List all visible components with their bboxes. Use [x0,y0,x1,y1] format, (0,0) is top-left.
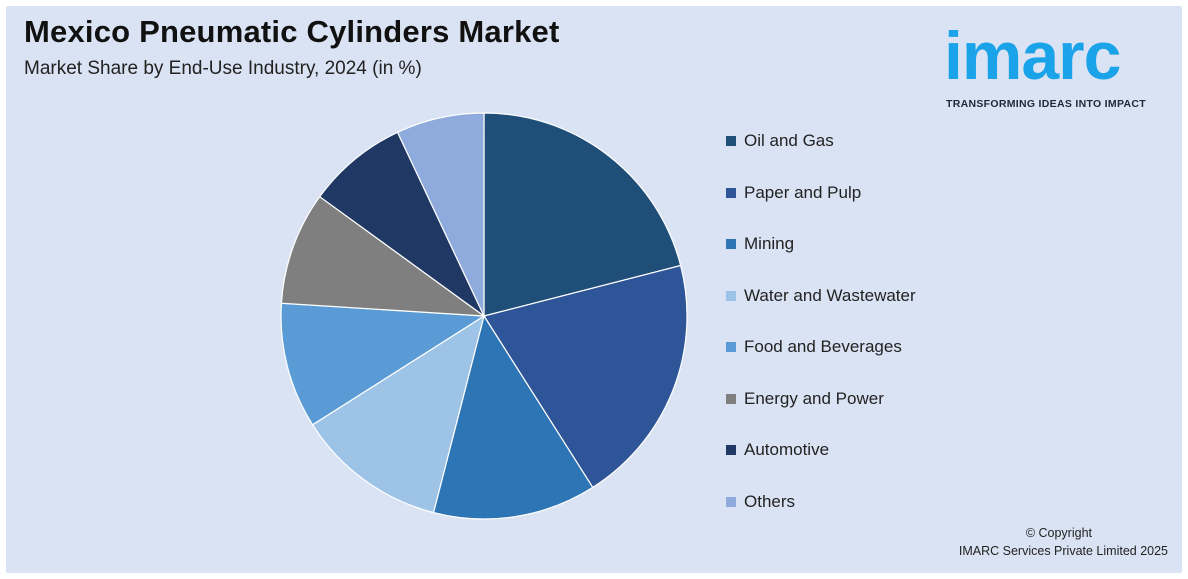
pie-slice-water-and-wastewater [311,314,485,514]
legend-label: Food and Beverages [744,337,902,356]
legend-item: Energy and Power [726,388,884,410]
legend-item: Automotive [726,439,829,461]
copyright-line-2: IMARC Services Private Limited 2025 [958,544,1168,558]
legend-swatch [726,393,736,404]
legend-swatch [726,239,736,249]
copyright-notice: © Copyright IMARC Services Private Limit… [959,524,1168,560]
pie-slice-energy-and-power [280,195,487,317]
logo-wordmark: imarc [944,18,1121,94]
legend-label: Oil and Gas [744,131,834,150]
legend-swatch [726,290,736,301]
legend-item: Food and Beverages [726,336,902,358]
logo-tagline: TRANSFORMING IDEAS INTO IMPACT [946,98,1146,110]
legend-label: Water and Wastewater [744,285,916,305]
legend-label: Paper and Pulp [744,182,862,202]
legend-item: Oil and Gas [726,130,834,152]
legend-label: Mining [744,234,795,253]
chart-subtitle: Market Share by End-Use Industry, 2024 (… [24,58,422,79]
legend-item: Others [726,491,795,513]
pie-slice-oil-and-gas [483,112,682,317]
legend-swatch [726,136,736,146]
chart-title: Mexico Pneumatic Cylinders Market [24,14,560,49]
legend-label: Energy and Power [744,388,884,408]
legend-swatch [726,496,736,507]
legend-swatch [726,445,736,455]
pie-slice-others [396,112,485,317]
pie-slice-paper-and-pulp [483,264,688,489]
legend-item: Water and Wastewater [726,285,916,307]
legend-item: Mining [726,233,794,255]
legend-label: Automotive [744,440,830,459]
pie-slice-automotive [318,131,485,317]
pie-slice-food-and-beverages [280,302,486,426]
imarc-logo: imarc TRANSFORMING IDEAS INTO IMPACT [940,12,1172,112]
copyright-line-1: © Copyright [1025,526,1092,540]
legend-item: Paper and Pulp [726,182,861,204]
legend-swatch [726,342,736,352]
legend-swatch [726,187,736,198]
pie-slice-mining [432,314,594,520]
legend-label: Others [744,491,796,511]
